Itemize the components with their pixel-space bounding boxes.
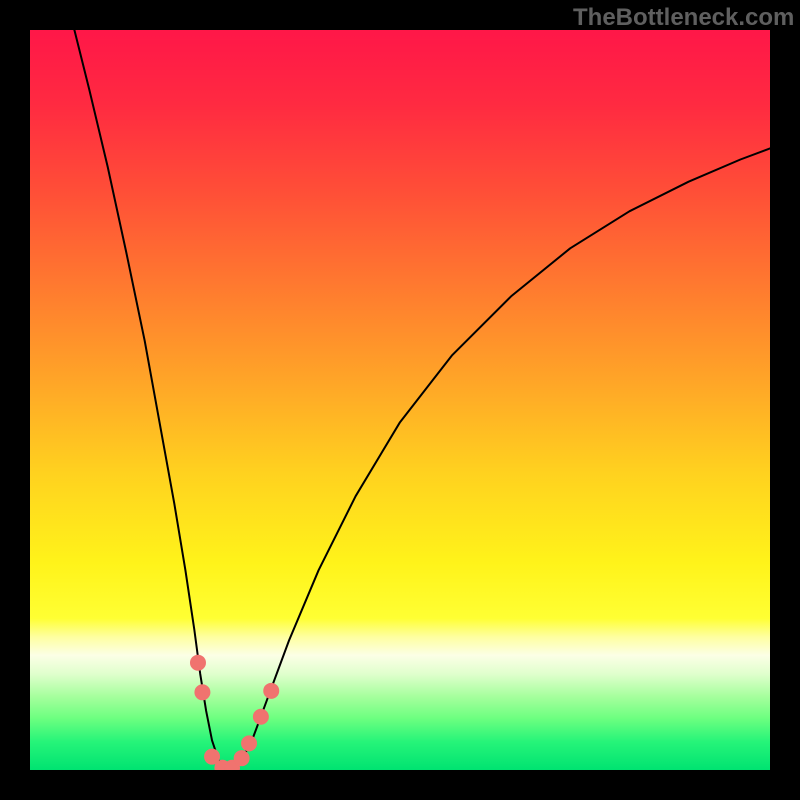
curve-marker [190, 655, 205, 670]
curve-marker [242, 736, 257, 751]
curve-marker [264, 683, 279, 698]
watermark-text: TheBottleneck.com [573, 4, 794, 32]
curve-marker [234, 751, 249, 766]
bottleneck-chart [30, 30, 770, 770]
curve-marker [253, 709, 268, 724]
chart-frame [0, 0, 800, 800]
curve-marker [195, 685, 210, 700]
gradient-background [30, 30, 770, 770]
plot-area [30, 30, 770, 770]
